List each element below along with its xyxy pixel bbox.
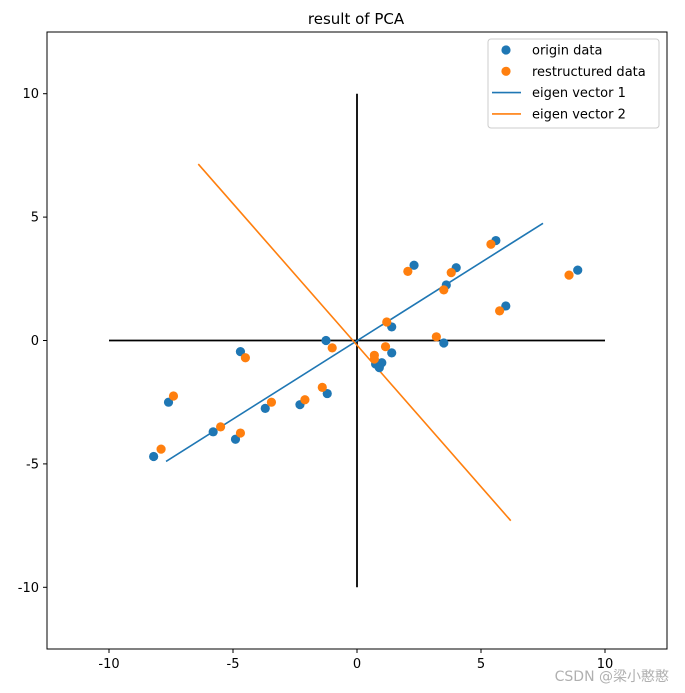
origin-data-point <box>439 338 449 348</box>
restructured-data-point <box>369 354 379 364</box>
origin-data-point <box>230 434 241 444</box>
legend-restructured-label: restructured data <box>532 65 646 80</box>
chart-title: result of PCA <box>308 10 405 28</box>
restructured-data-point <box>216 422 226 432</box>
legend-eigen-2-label: eigen vector 2 <box>532 107 626 122</box>
legend-eigen-1-label: eigen vector 1 <box>532 86 626 101</box>
y-tick-label: 0 <box>31 334 39 349</box>
origin-data-point <box>208 427 218 437</box>
legend-restructured-marker <box>501 66 511 76</box>
restructured-data-point <box>240 353 250 363</box>
legend: origin data restructured data eigen vector… <box>487 38 660 129</box>
x-tick-label: 5 <box>477 657 485 672</box>
origin-data-point <box>321 335 331 346</box>
eigen-vector-2-line <box>197 163 512 522</box>
legend-origin-label: origin data <box>532 44 602 59</box>
plot-area: -10 -5 0 5 10 -10 -5 0 5 10 <box>18 31 668 672</box>
restructured-data-point <box>300 395 310 405</box>
legend-origin-marker <box>501 45 511 55</box>
origin-data-point <box>377 358 387 368</box>
origin-data-point <box>322 388 332 399</box>
origin-data-point <box>501 301 511 311</box>
origin-data-point <box>409 260 419 270</box>
restructured-data-point <box>235 428 246 438</box>
restructured-data-point <box>486 239 496 249</box>
origin-data-point <box>149 451 159 462</box>
origin-data-point <box>573 265 583 275</box>
restructured-data-point <box>431 332 441 342</box>
y-tick-label: -5 <box>26 457 39 472</box>
x-tick-label: 0 <box>353 657 361 672</box>
y-tick-label: 10 <box>22 87 39 102</box>
restructured-data-point <box>495 306 505 316</box>
restructured-data-point <box>446 268 456 278</box>
restructured-data-point <box>403 266 413 276</box>
x-tick-label: 10 <box>597 657 614 672</box>
origin-data-point <box>235 347 246 357</box>
restructured-data-point <box>327 343 337 353</box>
x-tick-label: -5 <box>227 657 240 672</box>
restructured-data-point <box>156 444 166 454</box>
restructured-data-point <box>380 342 391 352</box>
legend-box <box>487 38 660 129</box>
y-tick-label: 5 <box>31 211 39 226</box>
x-tick-label: -10 <box>98 657 119 672</box>
restructured-data-point <box>564 270 574 280</box>
restructured-data-point <box>266 397 277 407</box>
watermark: CSDN @梁小憨憨 <box>555 669 669 685</box>
y-tick-label: -10 <box>18 581 39 596</box>
origin-data-point <box>387 348 397 358</box>
origin-data-point <box>260 403 270 413</box>
restructured-data-point <box>168 391 179 401</box>
restructured-data-point <box>382 317 392 327</box>
restructured-data-point <box>317 382 327 392</box>
restructured-data-point <box>439 285 449 295</box>
origin-data-point <box>163 397 174 407</box>
